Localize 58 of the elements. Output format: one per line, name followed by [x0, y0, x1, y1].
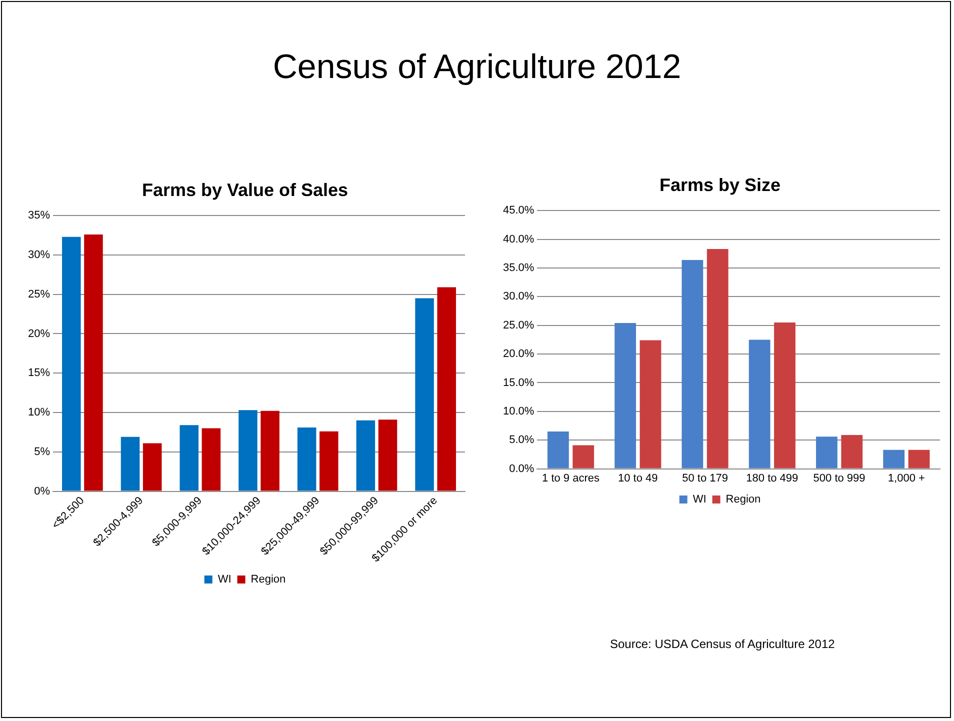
legend-label: Region [250, 574, 286, 586]
bar [120, 436, 140, 491]
bar [682, 260, 704, 468]
bar [415, 298, 434, 491]
bar [378, 420, 398, 491]
legend-label: WI [218, 574, 232, 586]
y-tick-label: 35% [28, 210, 50, 222]
bar [547, 432, 569, 468]
x-tick-label: 1 to 9 acres [542, 472, 600, 484]
y-tick-label: 5.0% [509, 434, 534, 446]
y-tick-label: 25.0% [502, 319, 534, 332]
bar [841, 434, 863, 468]
x-tick-label: 180 to 499 [746, 472, 798, 484]
y-tick-label: 10.0% [502, 405, 534, 418]
bar [883, 450, 905, 468]
bar [260, 410, 280, 491]
y-tick-label: 15% [28, 367, 50, 380]
bar [614, 323, 636, 468]
bar [202, 428, 221, 491]
bar [238, 410, 258, 491]
y-tick-label: 45.0% [502, 204, 534, 217]
y-tick-label: 0% [34, 485, 50, 498]
y-tick-label: 20.0% [502, 348, 534, 360]
source-note: Source: USDA Census of Agriculture 2012 [610, 637, 835, 651]
text: Census of Agriculture 2012 [272, 48, 682, 87]
y-tick-label: 20% [28, 328, 50, 340]
bar [748, 340, 770, 468]
y-tick-label: 40.0% [502, 233, 534, 246]
chart-title: Farms by Value of Sales [142, 180, 348, 200]
y-tick-label: 15.0% [502, 376, 534, 389]
bar [437, 287, 456, 491]
y-tick-label: 30.0% [502, 290, 534, 303]
x-tick-label: 500 to 999 [813, 472, 866, 484]
y-tick-label: 0.0% [509, 462, 534, 475]
bar [640, 340, 662, 468]
x-tick-label: 50 to 179 [682, 472, 728, 484]
legend-label: Region [726, 494, 761, 506]
bar [816, 436, 838, 468]
y-tick-label: 5% [34, 446, 50, 458]
y-tick-label: 35.0% [502, 262, 534, 274]
bar [908, 450, 930, 468]
bar [774, 322, 796, 468]
x-tick-label: 1,000 + [888, 472, 925, 484]
x-tick-label: 10 to 49 [618, 472, 658, 484]
bar [297, 427, 316, 491]
bar [320, 431, 338, 491]
bar [84, 234, 103, 491]
y-tick-label: 30% [28, 249, 50, 262]
legend-label: WI [692, 494, 706, 506]
bar [706, 249, 728, 468]
chart-title: Farms by Size [659, 174, 781, 195]
bar [62, 236, 81, 491]
y-tick-label: 25% [28, 288, 50, 300]
bar [572, 445, 594, 468]
bar [356, 420, 376, 491]
bar [180, 425, 198, 491]
bar [142, 443, 162, 491]
y-tick-label: 10% [28, 406, 50, 419]
